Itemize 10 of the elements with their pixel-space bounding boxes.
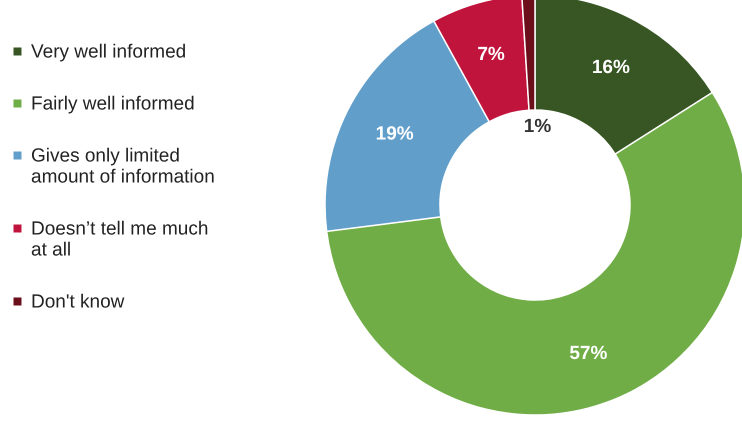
legend-label: Fairly well informed <box>31 94 195 114</box>
legend-label: Don't know <box>31 292 125 312</box>
data-label: 16% <box>592 56 630 78</box>
data-label: 7% <box>477 44 505 65</box>
data-label: 1% <box>524 116 552 138</box>
legend-label: Gives only limited amount of information <box>31 146 215 188</box>
data-label: 57% <box>569 343 608 364</box>
data-label: 19% <box>376 123 414 144</box>
legend-label: Very well informed <box>31 42 186 62</box>
legend-label: Doesn’t tell me much at all <box>31 218 208 260</box>
